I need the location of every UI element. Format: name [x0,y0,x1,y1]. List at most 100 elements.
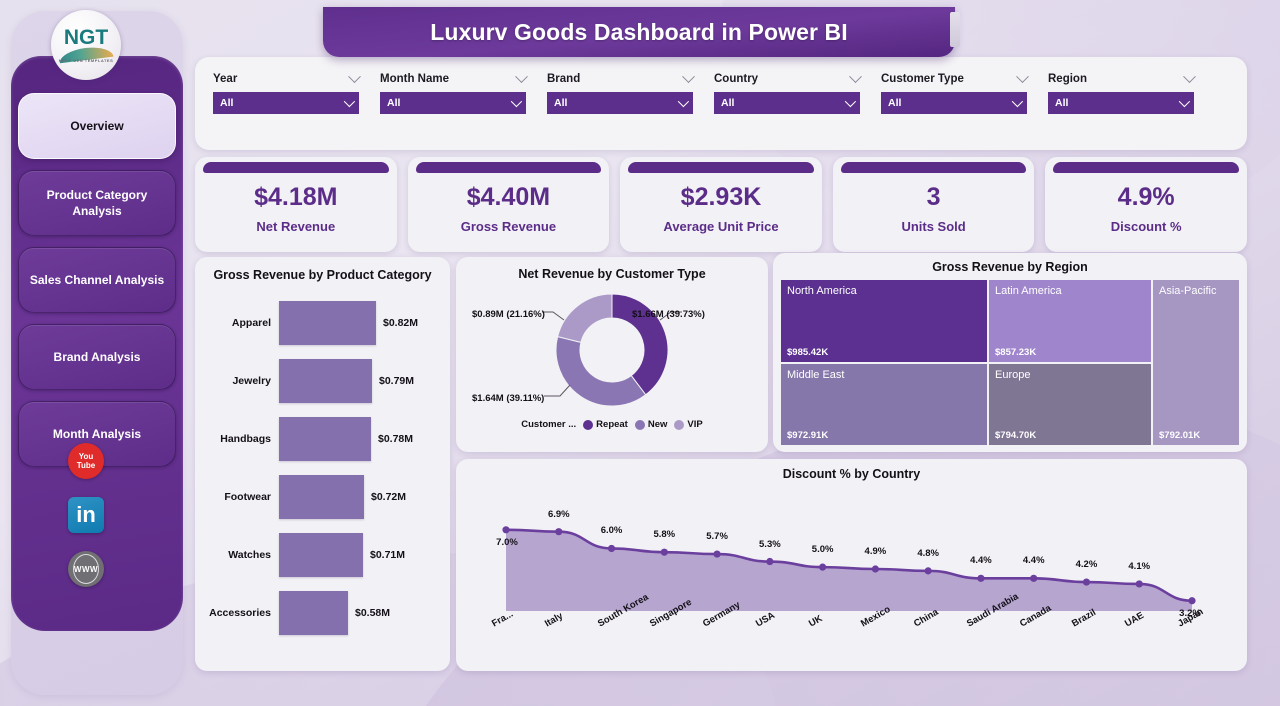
kpi-row: $4.18M Net Revenue $4.40M Gross Revenue … [195,157,1247,252]
chevron-down-icon[interactable] [348,69,361,83]
slicer-customer-type: Customer Type All [881,69,1029,114]
slicer-dropdown[interactable]: All [380,92,526,114]
slicer-value: All [721,97,735,109]
slicer-dropdown[interactable]: All [213,92,359,114]
chevron-down-icon[interactable] [1016,69,1029,83]
legend-label: VIP [687,419,703,430]
bar-category-label: Jewelry [232,375,271,387]
bar-row[interactable]: Jewelry $0.79M [205,359,440,403]
slicer-dropdown[interactable]: All [547,92,693,114]
bar-row[interactable]: Apparel $0.82M [205,301,440,345]
treemap-tile-middle-east[interactable]: Middle East $972.91K [781,363,987,445]
data-point[interactable] [555,528,563,536]
youtube-label-line1: You [78,452,94,461]
donut-chart-plot: $1.66M (39.73%) $0.89M (21.16%) $1.64M (… [464,285,760,417]
sidebar-item-overview[interactable]: Overview [18,93,176,159]
donut-slice-new[interactable] [555,336,647,407]
kpi-accent-bar [415,162,602,173]
sidebar-item-product-category-analysis[interactable]: Product Category Analysis [18,170,176,236]
data-point[interactable] [977,574,985,582]
website-globe-icon[interactable]: WWW [68,551,104,587]
logo-text: NGT [63,26,109,49]
donut-slice-vip[interactable] [557,293,613,343]
data-point[interactable] [1188,597,1196,605]
data-point[interactable] [502,526,510,534]
legend-item-vip[interactable]: VIP [674,419,703,430]
bar-row[interactable]: Handbags $0.78M [205,417,440,461]
bar-track: $0.79M [279,359,440,403]
kpi-card-average-unit-price[interactable]: $2.93K Average Unit Price [620,157,822,252]
legend-item-new[interactable]: New [634,419,667,430]
slicer-header: Month Name [380,69,528,85]
website-glyph: WWW [73,564,99,574]
data-point[interactable] [660,548,668,556]
bar-track: $0.71M [279,533,440,577]
data-point[interactable] [607,544,616,553]
tile-value: $985.42K [787,346,829,358]
bar-category-label: Accessories [209,607,271,619]
slicer-label: Month Name [380,73,449,85]
bar-row[interactable]: Watches $0.71M [205,533,440,577]
slicer-dropdown[interactable]: All [881,92,1027,114]
donut-slice-repeat[interactable] [611,293,669,396]
kpi-card-discount-pct[interactable]: 4.9% Discount % [1045,157,1247,252]
slicer-dropdown[interactable]: All [1048,92,1194,114]
tile-value: $972.91K [787,430,829,441]
data-point[interactable] [924,567,932,575]
bar-row[interactable]: Footwear $0.72M [205,475,440,519]
treemap-tile-europe[interactable]: Europe $794.70K [989,363,1151,445]
treemap-tile-asia-pacific[interactable]: Asia-Pacific $792.01K [1153,280,1239,445]
youtube-icon[interactable]: You Tube [68,443,104,479]
donut-svg [542,293,682,407]
treemap-tile-latin-america[interactable]: Latin America $857.23K [989,280,1151,362]
kpi-value: 4.9% [1117,183,1175,211]
legend-swatch-icon [634,419,645,430]
chevron-down-icon[interactable] [1183,69,1196,83]
tile-label: Asia-Pacific [1159,285,1217,297]
chart-discount-pct-by-country: Discount % by Country 7.0% Fra... 6.9% Ital… [456,459,1247,671]
bar-category-label: Apparel [231,317,271,329]
sidebar-item-brand-analysis[interactable]: Brand Analysis [18,324,176,390]
linkedin-icon[interactable]: in [68,497,104,533]
chart-title: Gross Revenue by Region [932,260,1088,274]
chevron-down-icon[interactable] [515,69,528,83]
treemap-tile-north-america[interactable]: North America $985.42K [781,280,987,362]
donut-label-new: $1.64M (39.11%) [472,393,545,404]
kpi-value: 3 [926,183,941,211]
bar-row[interactable]: Accessories $0.58M [205,591,440,635]
sidebar-item-label: Sales Channel Analysis [29,272,165,287]
slicer-year: Year All [213,69,361,114]
kpi-card-net-revenue[interactable]: $4.18M Net Revenue [195,157,397,252]
bar-fill [279,301,376,345]
kpi-card-gross-revenue[interactable]: $4.40M Gross Revenue [407,157,610,252]
sidebar-item-month-analysis[interactable]: Month Analysis [18,401,176,467]
tile-label: Middle East [787,368,845,381]
chart-title: Gross Revenue by Product Category [213,268,432,282]
chevron-down-icon[interactable] [682,69,695,83]
slicer-dropdown[interactable]: All [714,92,860,114]
data-point[interactable] [1082,578,1091,586]
bar-fill [279,591,348,635]
sidebar-item-sales-channel-analysis[interactable]: Sales Channel Analysis [18,247,176,313]
kpi-card-units-sold[interactable]: 3 Units Sold [832,157,1035,252]
data-point[interactable] [871,565,879,573]
ngt-logo: NGT NEXT GEN TEMPLATES [51,10,121,80]
kpi-label: Net Revenue [256,219,336,234]
data-point[interactable] [1030,574,1038,582]
data-point[interactable] [1135,580,1143,588]
page-title: Luxurv Goods Dashboard in Power BI [430,18,848,45]
data-point-label: 5.0% [811,544,834,556]
kpi-value: $4.40M [466,183,551,211]
chevron-down-icon [1178,95,1191,108]
bar-value-label: $0.82M [383,317,419,329]
bar-track: $0.58M [279,591,440,635]
bar-fill [279,417,371,461]
data-point[interactable] [819,563,827,571]
legend-item-repeat[interactable]: Repeat [583,419,628,430]
slicer-month-name: Month Name All [380,69,528,114]
data-point[interactable] [766,557,774,566]
bar-track: $0.78M [279,417,440,461]
chevron-down-icon[interactable] [849,69,862,83]
data-point[interactable] [713,550,721,558]
kpi-value: $4.18M [254,183,338,211]
